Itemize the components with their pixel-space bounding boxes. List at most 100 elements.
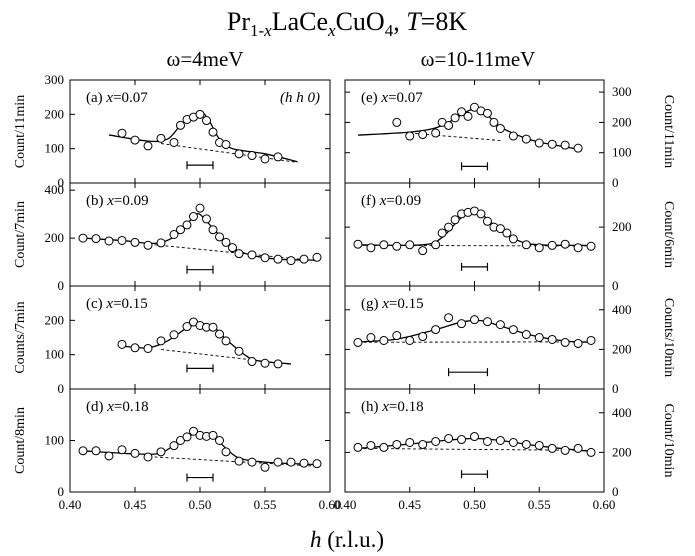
y-axis-label: Counts/7min bbox=[13, 301, 28, 373]
data-point bbox=[482, 216, 492, 226]
y-tick-label: 100 bbox=[45, 433, 65, 448]
data-point bbox=[470, 432, 479, 442]
panel-label: (a) x=0.07 bbox=[86, 90, 148, 106]
data-point bbox=[299, 254, 309, 264]
y-tick-label: 400 bbox=[612, 405, 632, 420]
data-point bbox=[482, 436, 492, 446]
resolution-bar bbox=[186, 161, 214, 170]
y-tick-label: 0 bbox=[612, 484, 619, 499]
data-point bbox=[457, 435, 467, 445]
data-point bbox=[418, 246, 428, 256]
data-point bbox=[273, 254, 283, 264]
data-point bbox=[547, 240, 557, 250]
data-point bbox=[366, 333, 376, 342]
data-point bbox=[234, 346, 244, 356]
data-point bbox=[405, 437, 415, 447]
x-tick-label: 0.40 bbox=[334, 497, 357, 512]
data-point bbox=[273, 457, 283, 467]
data-point bbox=[312, 459, 322, 469]
data-point bbox=[176, 120, 185, 130]
data-point bbox=[130, 343, 140, 353]
data-point bbox=[405, 335, 415, 345]
data-point bbox=[234, 249, 244, 259]
y-tick-label: 200 bbox=[612, 219, 632, 234]
data-point bbox=[482, 108, 492, 118]
data-point bbox=[379, 335, 389, 345]
data-point bbox=[560, 239, 570, 249]
data-point bbox=[392, 241, 402, 251]
data-point bbox=[104, 451, 114, 461]
data-point bbox=[208, 322, 218, 332]
data-point bbox=[379, 240, 389, 250]
data-point bbox=[379, 442, 389, 452]
data-point bbox=[143, 240, 153, 250]
data-point bbox=[586, 241, 596, 251]
data-point bbox=[169, 230, 179, 239]
data-point bbox=[143, 141, 153, 151]
data-point bbox=[208, 127, 218, 137]
data-point bbox=[228, 243, 237, 253]
data-point bbox=[560, 445, 570, 455]
y-tick-label: 300 bbox=[45, 72, 65, 87]
data-point bbox=[234, 456, 244, 466]
fit-curve bbox=[82, 213, 318, 261]
data-point bbox=[208, 225, 218, 235]
data-point bbox=[392, 331, 402, 341]
data-point bbox=[431, 325, 441, 335]
data-point bbox=[215, 329, 224, 339]
data-point bbox=[260, 358, 270, 368]
y-tick-label: 0 bbox=[612, 175, 619, 190]
y-tick-label: 200 bbox=[612, 444, 632, 459]
data-point bbox=[418, 332, 428, 342]
resolution-bar bbox=[186, 473, 214, 482]
y-tick-label: 0 bbox=[58, 484, 65, 499]
y-tick-label: 0 bbox=[58, 175, 65, 190]
data-point bbox=[547, 443, 557, 453]
data-point bbox=[573, 243, 583, 253]
data-point bbox=[182, 322, 192, 332]
data-point bbox=[221, 140, 231, 150]
data-point bbox=[195, 203, 205, 213]
data-point bbox=[234, 149, 244, 159]
data-point bbox=[457, 209, 467, 219]
data-point bbox=[508, 437, 518, 447]
data-point bbox=[104, 236, 114, 246]
data-point bbox=[495, 224, 505, 234]
data-point bbox=[189, 212, 198, 222]
data-point bbox=[366, 440, 376, 450]
data-point bbox=[534, 243, 544, 253]
data-point bbox=[189, 426, 198, 436]
x-tick-label: 0.50 bbox=[189, 497, 212, 512]
data-point bbox=[502, 228, 512, 238]
data-point bbox=[534, 333, 544, 342]
data-point bbox=[286, 457, 296, 467]
data-point bbox=[366, 243, 376, 253]
data-point bbox=[508, 131, 518, 141]
panel-a: 0 100 200 300 Count/11min (a) x=0.07 (h h 0) bbox=[13, 72, 331, 190]
data-point bbox=[117, 445, 127, 455]
y-tick-label: 0 bbox=[58, 381, 65, 396]
panel-label: (f) x=0.09 bbox=[361, 193, 421, 209]
data-point bbox=[247, 457, 257, 467]
x-tick-label: 0.60 bbox=[593, 497, 616, 512]
data-point bbox=[156, 238, 166, 248]
data-point bbox=[143, 343, 153, 353]
data-point bbox=[221, 237, 231, 247]
data-point bbox=[418, 130, 428, 140]
data-point bbox=[495, 320, 505, 330]
y-axis-label: Count/11min bbox=[13, 95, 28, 168]
data-point bbox=[450, 113, 460, 123]
data-point bbox=[130, 237, 140, 247]
data-point bbox=[312, 252, 322, 262]
panel-d: 0 100 0.40 0.45 0.50 0.55 0.60 Count/8min (d) x=… bbox=[13, 388, 341, 512]
panel-label: (d) x=0.18 bbox=[86, 399, 149, 415]
y-tick-label: 0 bbox=[612, 278, 619, 293]
data-point bbox=[215, 436, 224, 445]
data-point bbox=[182, 432, 192, 442]
column-title-left: ω=4meV bbox=[167, 47, 244, 71]
data-point bbox=[508, 234, 518, 244]
column-title-right: ω=10-11meV bbox=[421, 47, 536, 71]
data-point bbox=[353, 239, 363, 249]
data-point bbox=[431, 436, 441, 446]
panel-label: (b) x=0.09 bbox=[86, 193, 149, 209]
